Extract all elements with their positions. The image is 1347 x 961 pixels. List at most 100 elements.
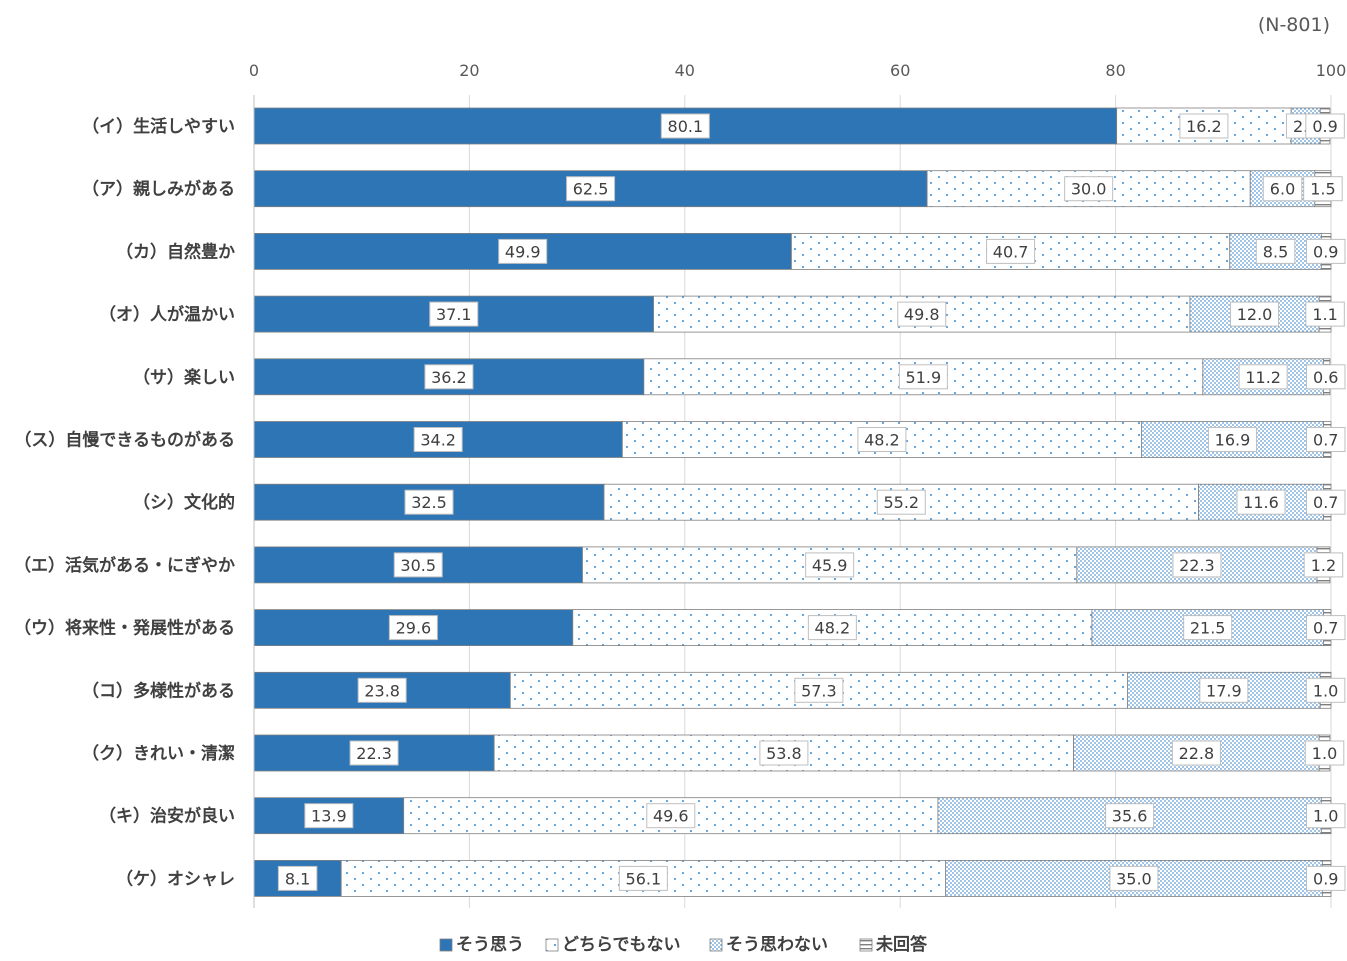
data-label-box xyxy=(1064,176,1114,202)
data-label: 8.1 xyxy=(285,869,310,888)
data-label: 40.7 xyxy=(993,242,1029,261)
data-label-box xyxy=(429,301,479,327)
category-label: （コ）多様性がある xyxy=(82,680,235,701)
data-label-box xyxy=(1305,677,1346,703)
data-label-box xyxy=(1207,427,1257,452)
data-label-box xyxy=(1306,427,1346,452)
data-label: 48.2 xyxy=(864,431,900,450)
legend-label: どちらでもない xyxy=(562,935,681,955)
data-label-box xyxy=(805,552,855,578)
data-label: 22.3 xyxy=(356,744,392,763)
data-label: 0.6 xyxy=(1313,368,1338,387)
category-label: （サ）楽しい xyxy=(133,367,235,388)
data-label: 1.1 xyxy=(1312,305,1337,324)
data-label: 45.9 xyxy=(812,556,848,575)
data-label: 34.2 xyxy=(420,431,456,450)
data-label-box xyxy=(393,552,443,578)
data-label: 12.0 xyxy=(1237,305,1273,324)
data-label-box xyxy=(1305,301,1345,327)
data-label: 49.8 xyxy=(904,305,940,324)
data-label-box xyxy=(986,238,1036,264)
x-tick-label: 40 xyxy=(675,61,695,80)
category-label: （ス）自慢できるものがある xyxy=(14,430,235,451)
data-label-box xyxy=(876,489,926,515)
category-label: （ア）親しみがある xyxy=(82,179,235,200)
data-label: 0.7 xyxy=(1313,619,1338,638)
data-label-box xyxy=(277,865,318,891)
data-label: 1.0 xyxy=(1313,807,1338,826)
data-label: 37.1 xyxy=(436,305,472,324)
category-label: （キ）治安が良い xyxy=(99,806,235,827)
legend-label: そう思う xyxy=(456,935,524,955)
data-label: 8.5 xyxy=(1263,242,1288,261)
data-label-box xyxy=(1183,615,1233,641)
data-label: 55.2 xyxy=(883,493,919,512)
legend-swatch xyxy=(439,938,453,952)
legend-label: そう思わない xyxy=(726,935,828,955)
data-label-box xyxy=(897,301,947,327)
category-label: （ケ）オシャレ xyxy=(116,868,235,889)
data-label: 49.9 xyxy=(505,242,541,261)
data-label-box xyxy=(424,364,474,390)
data-label: 0.9 xyxy=(1313,242,1338,261)
data-label-box xyxy=(898,364,948,390)
data-label: 1.2 xyxy=(1311,556,1336,575)
data-label: 30.0 xyxy=(1071,180,1107,199)
data-label: 13.9 xyxy=(311,807,347,826)
data-label: 57.3 xyxy=(801,681,837,700)
data-label: 23.8 xyxy=(364,681,400,700)
data-label-box xyxy=(413,427,463,452)
data-label-box xyxy=(646,803,696,829)
category-label: （ク）きれい・清潔 xyxy=(82,743,235,764)
data-label-box xyxy=(304,803,354,829)
legend-label: 未回答 xyxy=(875,934,928,955)
data-label-box xyxy=(857,427,907,452)
data-label-box xyxy=(1306,865,1346,891)
sample-size-note: (N-801) xyxy=(1257,14,1330,36)
data-label: 1.5 xyxy=(1310,180,1335,199)
data-label: 11.2 xyxy=(1245,368,1281,387)
data-label: 35.6 xyxy=(1112,807,1148,826)
data-label-box xyxy=(1305,113,1345,139)
legend-swatch xyxy=(859,938,873,952)
category-label: （オ）人が温かい xyxy=(99,304,235,325)
data-label: 56.1 xyxy=(626,869,662,888)
data-label: 53.8 xyxy=(766,744,802,763)
category-label: （ウ）将来性・発展性がある xyxy=(14,618,235,639)
data-label: 51.9 xyxy=(906,368,942,387)
data-label-box xyxy=(1230,301,1280,327)
data-label: 1.0 xyxy=(1312,744,1337,763)
data-label-box xyxy=(1303,552,1344,578)
data-label-box xyxy=(1306,803,1346,829)
data-label: 80.1 xyxy=(668,117,704,136)
data-label: 16.2 xyxy=(1186,117,1222,136)
data-label-box xyxy=(566,176,616,202)
data-label: 49.6 xyxy=(653,807,689,826)
x-tick-label: 60 xyxy=(890,61,910,80)
data-label-box xyxy=(794,677,844,703)
legend-swatch xyxy=(709,938,723,952)
data-label-box xyxy=(349,740,399,766)
data-label: 36.2 xyxy=(431,368,467,387)
data-label: 48.2 xyxy=(815,619,851,638)
data-label-box xyxy=(1306,615,1346,641)
data-label: 22.8 xyxy=(1179,744,1215,763)
category-label: （エ）活気がある・にぎやか xyxy=(14,555,235,576)
data-label: 0.7 xyxy=(1313,493,1338,512)
data-label-box xyxy=(1306,364,1346,390)
data-label: 0.9 xyxy=(1313,869,1338,888)
data-label-box xyxy=(1262,176,1303,202)
data-label: 21.5 xyxy=(1190,619,1226,638)
category-label: （イ）生活しやすい xyxy=(82,116,235,137)
data-label-box xyxy=(1306,238,1346,264)
data-label-box xyxy=(1306,489,1346,515)
data-label: 0.9 xyxy=(1312,117,1337,136)
data-label: 32.5 xyxy=(411,493,447,512)
data-label: 6.0 xyxy=(1270,180,1295,199)
x-tick-label: 80 xyxy=(1105,61,1125,80)
data-label: 17.9 xyxy=(1206,681,1242,700)
x-tick-label: 0 xyxy=(249,61,259,80)
data-label: 11.6 xyxy=(1243,493,1279,512)
data-label-box xyxy=(357,677,407,703)
